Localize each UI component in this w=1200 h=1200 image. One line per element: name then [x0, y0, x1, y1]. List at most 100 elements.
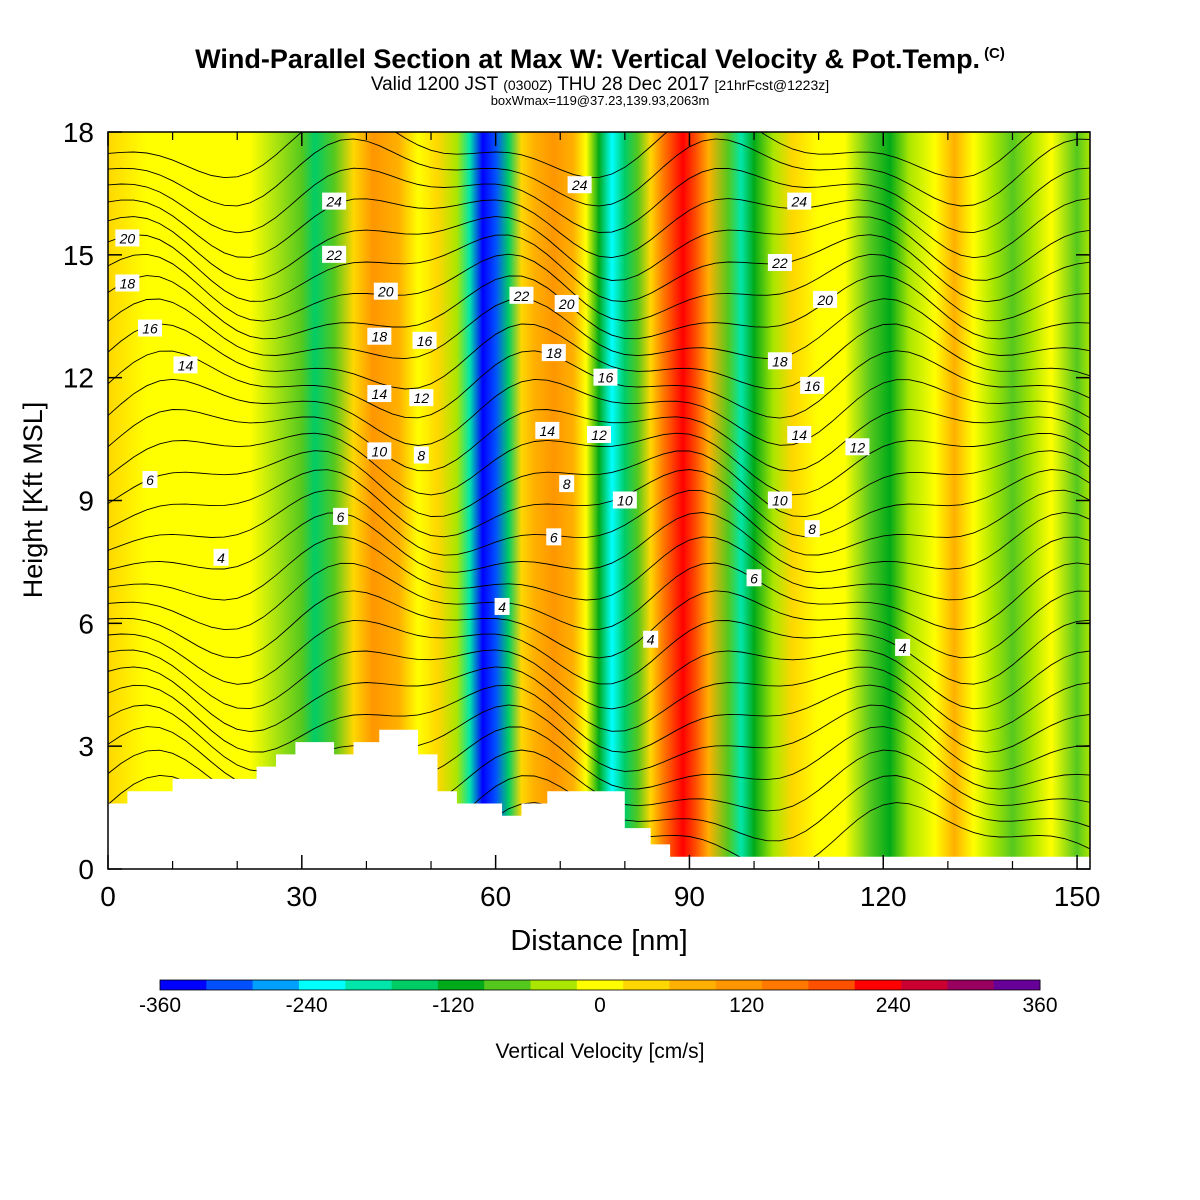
contour-label-text: 12 — [850, 439, 866, 455]
colorbar-swatch — [160, 980, 207, 990]
contour-label-text: 16 — [804, 378, 820, 394]
colorbar-tick-label: -240 — [286, 994, 328, 1017]
contour-label-box — [367, 442, 392, 460]
y-tick-label: 18 — [63, 117, 94, 148]
contour-label-text: 4 — [899, 640, 907, 656]
contour-label: 22 — [767, 254, 792, 272]
contour-label-text: 12 — [591, 427, 607, 443]
contour-label: 14 — [367, 385, 392, 403]
contour-label-box — [593, 368, 618, 386]
contour-label: 24 — [787, 192, 812, 210]
colorbar-frame — [159, 979, 1041, 991]
theta-contour-29 — [108, 132, 1034, 179]
contour-label-box — [554, 294, 579, 312]
contour-label: 14 — [535, 421, 560, 439]
x-tick-label: 90 — [674, 881, 705, 912]
colorbar-swatch — [762, 980, 809, 990]
contour-label-text: 8 — [417, 447, 425, 463]
colorbar-tick-label: 360 — [1022, 994, 1057, 1017]
contour-label-text: 4 — [217, 550, 225, 566]
contour-label: 24 — [322, 192, 347, 210]
chart-title: Wind-Parallel Section at Max W: Vertical… — [0, 44, 1200, 75]
contour-label: 4 — [494, 597, 510, 615]
contour-label-text: 6 — [337, 509, 345, 525]
theta-contour-16 — [108, 432, 1090, 496]
contour-label-box — [509, 286, 534, 304]
theta-contour-10 — [108, 562, 1090, 631]
contour-label-box — [567, 176, 592, 194]
contour-label-box — [367, 327, 392, 345]
colorbar-tick-label: 0 — [594, 994, 606, 1017]
valid-utc: (0300Z) — [503, 77, 553, 93]
box-info: boxWmax=119@37.23,139.93,2063m — [490, 93, 710, 108]
y-tick-label: 6 — [78, 608, 94, 639]
contour-label-text: 4 — [498, 599, 506, 615]
contour-label: 16 — [800, 376, 825, 394]
contour-label-box — [409, 389, 434, 407]
theta-contour-11 — [108, 536, 1090, 601]
contour-label: 10 — [367, 442, 392, 460]
contour-label-box — [367, 385, 392, 403]
y-tick-label: 15 — [63, 240, 94, 271]
terrain-mask — [108, 729, 1090, 869]
theta-contour-23 — [108, 253, 1090, 322]
colorbar-tick-label: 240 — [876, 994, 911, 1017]
valid-prefix: Valid 1200 JST — [370, 74, 498, 95]
contour-label: 6 — [546, 528, 562, 546]
contour-label-text: 22 — [325, 247, 342, 263]
contour-label: 18 — [115, 274, 140, 292]
theta-contour-27 — [108, 167, 1090, 234]
contour-label-text: 18 — [372, 329, 388, 345]
theta-contour-21 — [108, 298, 1090, 360]
contour-label: 12 — [845, 438, 870, 456]
contour-label: 10 — [612, 491, 637, 509]
contour-label: 18 — [367, 327, 392, 345]
theta-contour-9 — [108, 590, 1090, 659]
contour-label: 14 — [787, 425, 812, 443]
contour-label-box — [612, 491, 637, 509]
y-tick-label: 3 — [78, 731, 94, 762]
theta-contour-18 — [108, 378, 1090, 446]
contour-label: 8 — [559, 475, 575, 493]
theta-contour-5 — [108, 684, 1090, 753]
contour-label-text: 24 — [325, 194, 342, 210]
y-tick-label: 9 — [78, 486, 94, 517]
colorbar-swatch — [669, 980, 717, 990]
contour-label: 14 — [173, 356, 198, 374]
copyright-mark: (C) — [984, 45, 1005, 62]
contour-label-box — [541, 344, 566, 362]
contour-label-text: 12 — [414, 390, 430, 406]
contour-label-text: 10 — [617, 493, 633, 509]
theta-contour-12 — [108, 511, 1090, 573]
valid-date: THU 28 Dec 2017 — [557, 74, 710, 95]
x-axis-title: Distance [nm] — [510, 925, 687, 957]
theta-contour-8 — [108, 619, 1090, 685]
contour-label-text: 20 — [816, 292, 833, 308]
contour-label-text: 10 — [772, 493, 788, 509]
contour-label: 6 — [746, 569, 762, 587]
contour-label: 12 — [409, 389, 434, 407]
contour-label: 6 — [142, 471, 158, 489]
contour-label-box — [137, 319, 162, 337]
theta-contour-17 — [108, 408, 1090, 472]
contour-label-text: 18 — [546, 345, 562, 361]
contour-label-box — [787, 425, 812, 443]
contour-label-box — [767, 254, 792, 272]
x-tick-label: 120 — [860, 881, 907, 912]
contour-label-box — [845, 438, 870, 456]
contour-label: 22 — [509, 286, 534, 304]
x-tick-label: 0 — [100, 881, 116, 912]
contour-label-box — [535, 421, 560, 439]
contour-label: 6 — [333, 507, 349, 525]
contour-label-text: 4 — [647, 632, 655, 648]
contour-label: 20 — [554, 294, 579, 312]
theta-contour-13 — [108, 489, 1090, 556]
colorbar-swatch — [576, 980, 624, 990]
theta-contour-22 — [108, 275, 1090, 340]
contour-label-text: 20 — [377, 284, 394, 300]
contour-labels: 20 18 16 14 6 4 24 22 20 18 16 14 12 10 8 6 24 22 20 18 16 14… — [115, 176, 911, 656]
contour-label-text: 16 — [142, 321, 158, 337]
contour-label-text: 16 — [598, 370, 614, 386]
contour-label: 22 — [322, 245, 347, 263]
contour-label: 16 — [593, 368, 618, 386]
